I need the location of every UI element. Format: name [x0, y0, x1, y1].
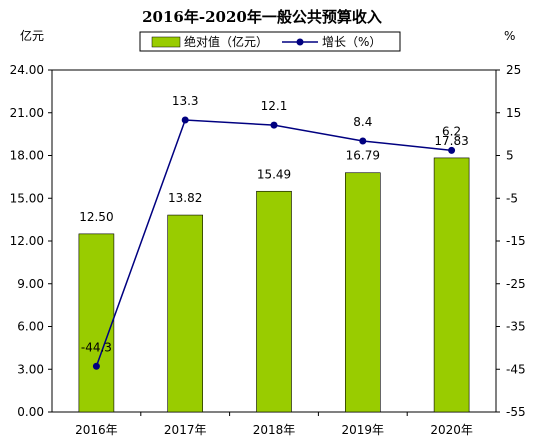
legend-line-label: 增长（%） [322, 35, 381, 49]
x-axis-tick-label: 2017年 [164, 423, 207, 437]
legend-box [139, 31, 401, 52]
left-axis-tick-label: 9.00 [17, 277, 44, 291]
growth-point [181, 116, 189, 124]
left-axis-tick-label: 0.00 [17, 405, 44, 419]
right-axis-tick-label: -25 [506, 277, 526, 291]
plot-area: 0.00 3.00 6.00 9.00 12.00 15.00 18.00 21.00 24.0… [10, 63, 526, 437]
growth-data-label: 6.2 [442, 124, 461, 138]
left-axis-tick-label: 24.00 [10, 63, 44, 77]
growth-data-label: 13.3 [172, 94, 199, 108]
left-axis-tick-label: 6.00 [17, 320, 44, 334]
chart-title: 2016年-2020年一般公共预算收入 [142, 8, 382, 26]
left-axis-unit: 亿元 [20, 28, 44, 43]
right-axis-tick-label: 15 [506, 106, 521, 120]
growth-point [92, 362, 100, 370]
bar [433, 157, 470, 413]
bar-data-label: 12.50 [79, 210, 113, 224]
growth-point [359, 137, 367, 145]
legend-bar-label: 绝对值（亿元） [184, 34, 268, 49]
left-axis-tick-label: 18.00 [10, 149, 44, 163]
bar [167, 214, 203, 413]
legend-bar-swatch [151, 36, 181, 48]
legend: 绝对值（亿元） 增长（%） [139, 31, 401, 52]
x-axis-tick-label: 2016年 [75, 423, 118, 437]
bar [256, 190, 292, 413]
x-axis-tick-label: 2020年 [430, 423, 473, 437]
right-axis-tick-label: -45 [506, 362, 526, 376]
right-axis-tick-label: 5 [506, 149, 514, 163]
growth-data-label: -44.3 [81, 340, 112, 354]
legend-line-marker [296, 38, 304, 46]
bar-data-label: 17.83 [434, 134, 468, 148]
right-axis-tick-label: -55 [506, 405, 526, 419]
right-axis-tick-label: -5 [506, 191, 518, 205]
right-axis-tick-label: -35 [506, 320, 526, 334]
left-axis-tick-label: 3.00 [17, 362, 44, 376]
growth-point [270, 121, 278, 129]
bar [344, 172, 381, 413]
x-axis-tick-label: 2018年 [253, 423, 296, 437]
growth-data-label: 12.1 [261, 99, 288, 113]
bar-data-label: 13.82 [168, 191, 202, 205]
left-axis-tick-label: 12.00 [10, 234, 44, 248]
left-axis-tick-label: 21.00 [10, 106, 44, 120]
left-axis-tick-label: 15.00 [10, 191, 44, 205]
growth-point [448, 146, 456, 154]
x-axis-tick-label: 2019年 [342, 423, 385, 437]
right-axis-tick-label: 25 [506, 63, 521, 77]
bar-data-label: 15.49 [257, 167, 291, 181]
right-axis-unit: % [504, 29, 515, 43]
bar [78, 233, 115, 413]
bar-data-label: 16.79 [346, 149, 380, 163]
growth-data-label: 8.4 [353, 115, 372, 129]
right-axis-tick-label: -15 [506, 234, 526, 248]
